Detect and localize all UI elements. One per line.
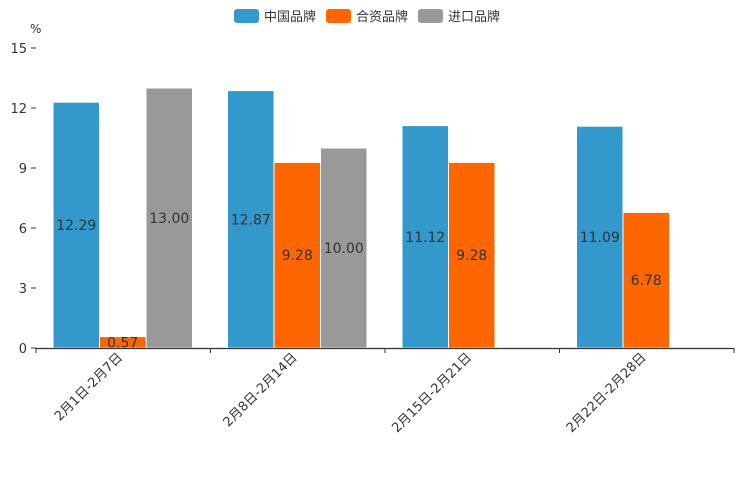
- data-label: 9.28: [282, 248, 313, 264]
- y-tick-label: 3: [19, 282, 27, 297]
- y-tick-label: 9: [19, 162, 27, 177]
- x-axis: 2月1日-2月7日 2月8日-2月14日 2月15日-2月21日 2月22日-2月28…: [35, 347, 735, 436]
- data-label: 9.28: [456, 248, 487, 264]
- y-tick-label: 0: [19, 342, 27, 357]
- x-tick-label: 2月22日-2月28日: [564, 350, 650, 436]
- legend-label[interactable]: 中国品牌: [264, 9, 316, 25]
- bar[interactable]: [576, 125, 624, 349]
- legend-swatch[interactable]: [418, 9, 444, 23]
- y-tick-label: 15: [10, 42, 27, 57]
- bar[interactable]: [145, 87, 193, 349]
- bar[interactable]: [273, 161, 321, 349]
- legend-label[interactable]: 合资品牌: [356, 9, 408, 25]
- data-label: 12.87: [231, 212, 271, 228]
- data-label: 10.00: [324, 241, 364, 257]
- x-tick-label: 2月1日-2月7日: [52, 350, 126, 424]
- x-tick-label: 2月8日-2月14日: [221, 350, 301, 430]
- y-tick-label: 6: [19, 222, 27, 237]
- x-tick-label: 2月15日-2月21日: [389, 350, 475, 436]
- data-label: 11.09: [580, 230, 620, 246]
- legend-label[interactable]: 进口品牌: [448, 9, 500, 25]
- legend-swatch[interactable]: [234, 9, 259, 23]
- legend: 中国品牌 合资品牌 进口品牌: [234, 9, 500, 25]
- y-axis-unit-label: %: [30, 22, 41, 36]
- bar-series: [52, 87, 670, 349]
- data-label: 12.29: [56, 218, 96, 234]
- data-label: 13.00: [149, 211, 189, 227]
- bar[interactable]: [320, 147, 368, 349]
- y-tick-label: 12: [10, 102, 27, 117]
- data-label: 11.12: [405, 230, 445, 246]
- data-label: 6.78: [631, 273, 662, 289]
- legend-swatch[interactable]: [326, 9, 352, 23]
- y-axis: 0 3 6 9 12 15: [10, 42, 36, 357]
- data-label: 0.57: [107, 335, 138, 351]
- data-labels: 12.29 12.87 11.12 11.09 0.57 9.28 9.28 6.78 13.0…: [56, 211, 662, 351]
